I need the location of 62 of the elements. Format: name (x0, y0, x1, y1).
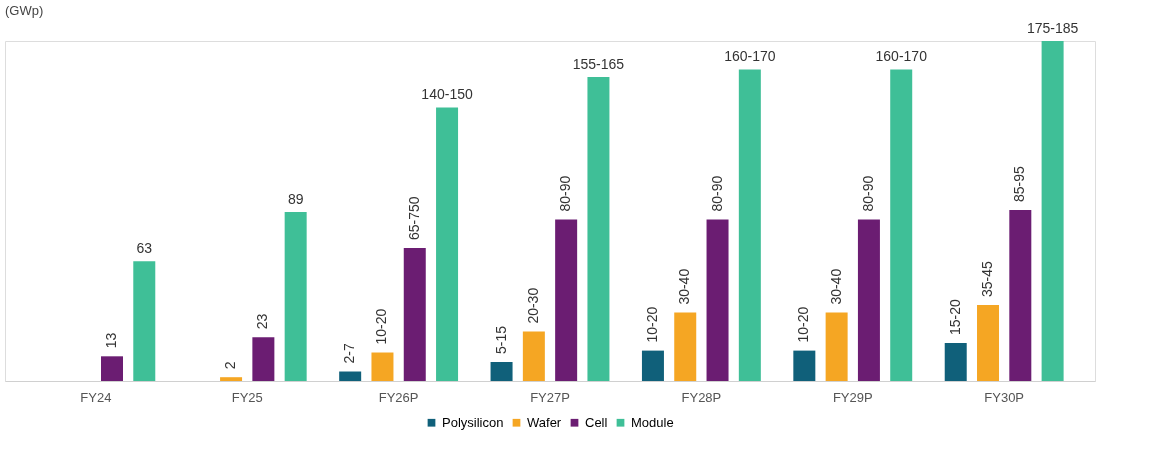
data-label: 10-20 (795, 306, 812, 343)
data-label: 30-40 (827, 268, 844, 305)
data-label: 160-170 (724, 48, 776, 65)
data-label: 2 (222, 361, 239, 370)
bar (587, 77, 610, 381)
legend-label: Cell (585, 414, 608, 430)
data-label: 10-20 (643, 306, 660, 343)
bar (1041, 41, 1064, 381)
data-label: 63 (136, 240, 153, 257)
bar (857, 219, 880, 381)
bar (133, 261, 156, 381)
bar (403, 248, 426, 381)
legend-label: Module (631, 414, 674, 430)
data-label: 10-20 (373, 308, 390, 345)
data-label: 140-150 (421, 86, 473, 103)
bar (555, 219, 578, 381)
data-label: 85-95 (1011, 166, 1028, 203)
x-tick-label: FY29P (832, 389, 873, 405)
data-label: 155-165 (572, 56, 625, 73)
legend-label: Wafer (527, 414, 562, 430)
data-label: 80-90 (708, 175, 725, 212)
x-tick-label: FY27P (530, 389, 570, 405)
data-label: 160-170 (875, 48, 928, 65)
bar (641, 350, 664, 381)
data-label: 20-30 (524, 287, 541, 324)
bar (220, 377, 243, 381)
bar (1009, 210, 1032, 381)
data-label: 30-40 (676, 268, 693, 305)
x-tick-label: FY26P (378, 389, 419, 405)
bar (738, 69, 761, 381)
bar (706, 219, 729, 381)
bar (944, 343, 967, 381)
bar (674, 312, 697, 381)
bar (825, 312, 848, 381)
data-label: 15-20 (946, 298, 963, 336)
x-tick-label: FY28P (681, 389, 722, 405)
data-label: 5-15 (492, 325, 509, 355)
bar (490, 362, 513, 381)
bar (436, 107, 459, 381)
x-tick-label: FY25 (231, 389, 263, 405)
data-label: 80-90 (557, 175, 574, 212)
data-label: 23 (254, 313, 271, 330)
bar (371, 352, 394, 381)
data-label: 175-185 (1026, 20, 1079, 36)
bar (252, 337, 275, 381)
data-label: 13 (102, 332, 119, 349)
data-label: 35-45 (979, 261, 996, 298)
x-tick-label: FY30P (984, 389, 1025, 405)
data-label: 65-750 (405, 196, 422, 241)
x-tick-label: FY24 (80, 389, 112, 405)
bar (284, 211, 307, 381)
bar (339, 371, 362, 381)
bar (793, 350, 816, 381)
data-label: 89 (287, 190, 304, 207)
bar (977, 305, 1000, 381)
data-label: 80-90 (859, 175, 876, 212)
bar (890, 69, 913, 381)
bar (100, 356, 123, 381)
data-label: 2-7 (341, 343, 358, 364)
legend-label: Polysilicon (442, 414, 504, 430)
y-axis-title: (GWp) (5, 3, 44, 18)
bar (522, 331, 545, 381)
